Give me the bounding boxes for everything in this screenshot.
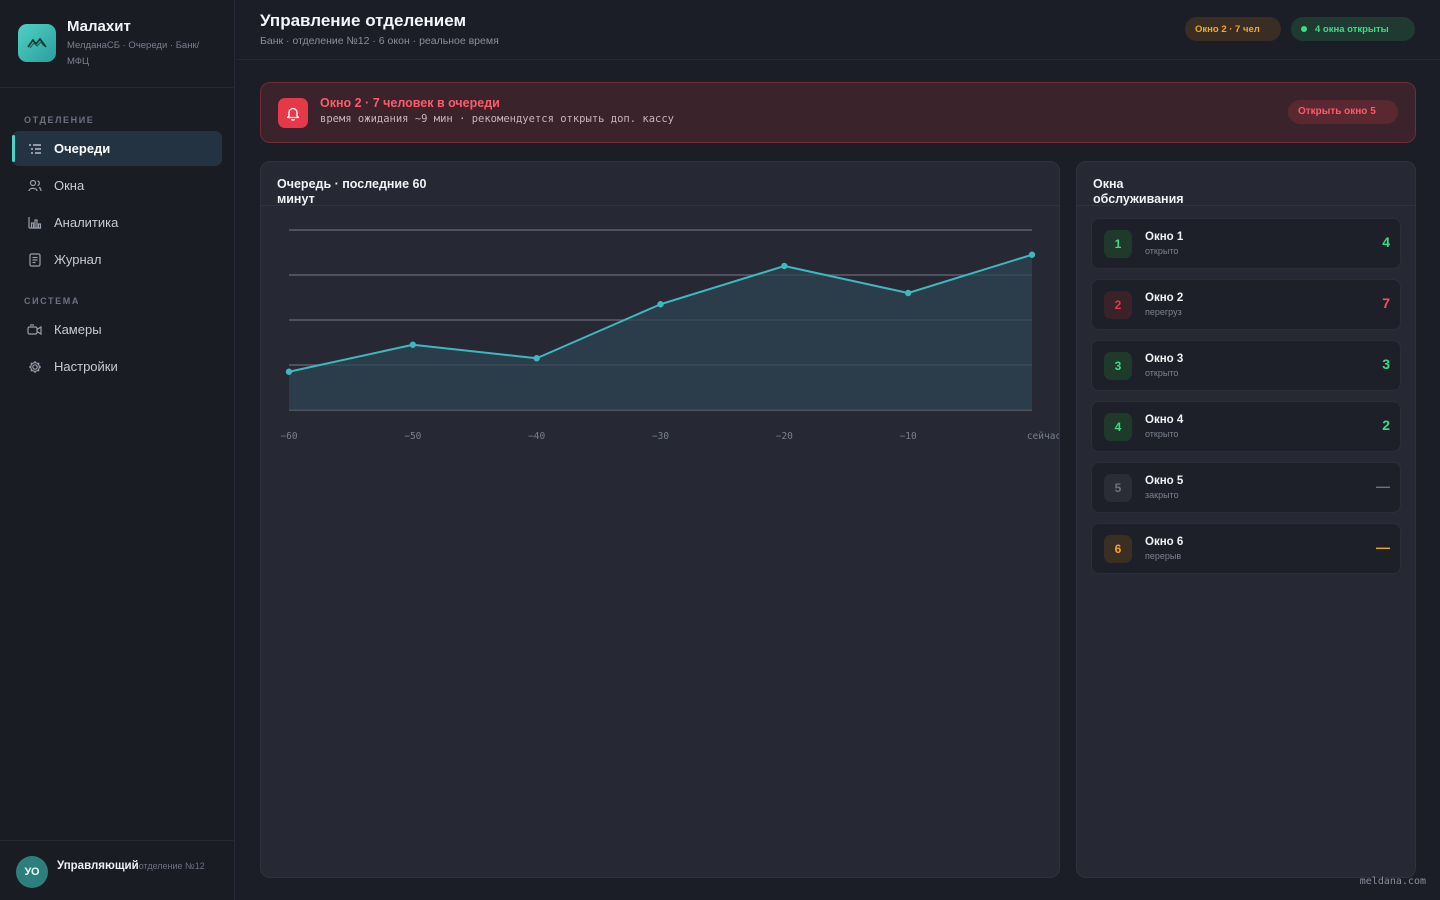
open-windows-badge: 4 окна открыты (1291, 17, 1415, 41)
open-windows-text: 4 окна открыты (1315, 23, 1389, 35)
x-tick-label: −20 (776, 431, 793, 442)
window-name: Окно 2 (1145, 292, 1184, 304)
window-queue-count: 2 (1382, 417, 1390, 433)
window-number: 1 (1104, 230, 1132, 258)
window-name: Окно 1 (1145, 231, 1184, 243)
data-point (409, 341, 417, 348)
windows-panel-title: Окна обслуживания (1093, 177, 1184, 206)
page-header: Управление отделением Банк · отделение №… (236, 0, 1440, 60)
bell-icon (278, 98, 308, 128)
user-role: отделение №12 (138, 861, 205, 871)
bar-chart-icon (27, 215, 42, 230)
window-status: закрыто (1145, 490, 1179, 500)
sidebar-item-label: Журнал (54, 252, 102, 267)
sidebar: Малахит МелданаСБ · Очереди · Банк/МФЦ О… (0, 0, 235, 900)
page-title: Управление отделением (260, 11, 467, 30)
gear-icon (27, 359, 42, 374)
window-name: Окно 5 (1145, 475, 1184, 487)
window-status: перегруз (1145, 307, 1182, 317)
nav-section-system: СИСТЕМА (24, 296, 80, 306)
window-row-4[interactable]: 4 Окно 4 открыто 2 (1091, 401, 1401, 452)
window-queue-count: 7 (1382, 295, 1390, 311)
sidebar-item-settings[interactable]: Настройки (12, 349, 222, 384)
data-point (1028, 251, 1036, 258)
chart-panel-header: Очередь · последние 60 минут (261, 162, 1059, 206)
x-tick-label: −40 (528, 431, 545, 442)
queue-chart: −60 −50 −40 −30 −20 −10 сейчас (280, 229, 1060, 442)
x-tick-label: −60 (280, 431, 297, 442)
window-status: перерыв (1145, 551, 1182, 561)
window-status: открыто (1145, 429, 1179, 439)
camera-icon (27, 322, 42, 337)
sidebar-item-label: Камеры (54, 322, 102, 337)
data-point (781, 262, 788, 270)
document-icon (27, 252, 42, 267)
windows-list: 1 Окно 1 открыто 4 2 Окно 2 перегруз 7 3… (1077, 206, 1415, 574)
chart-title: Очередь · последние 60 минут (277, 177, 427, 206)
status-dot-icon (1301, 26, 1307, 32)
users-icon (27, 178, 42, 193)
windows-panel: Окна обслуживания 1 Окно 1 открыто 4 2 О… (1076, 161, 1416, 878)
user-profile[interactable]: УО Управляющийотделение №12 (0, 840, 235, 900)
window-queue-count: — (1376, 478, 1390, 494)
window-name: Окно 4 (1145, 414, 1184, 426)
sidebar-item-analytics[interactable]: Аналитика (12, 205, 222, 240)
window-row-2[interactable]: 2 Окно 2 перегруз 7 (1091, 279, 1401, 330)
window-number: 4 (1104, 413, 1132, 441)
page-subtitle: Банк · отделение №12 · 6 окон · реальное… (260, 35, 499, 47)
window-name: Окно 3 (1145, 353, 1184, 365)
alert-description: время ожидания ~9 мин · рекомендуется от… (320, 113, 675, 125)
data-point (657, 301, 664, 308)
window-queue-count: 3 (1382, 356, 1390, 372)
window-row-5[interactable]: 5 Окно 5 закрыто — (1091, 462, 1401, 513)
x-tick-label: −10 (900, 431, 917, 442)
x-tick-label: −50 (404, 431, 421, 442)
sidebar-item-queues[interactable]: Очереди (12, 131, 222, 166)
queue-chart-panel: Очередь · последние 60 минут −60 −50 −40 −3… (260, 161, 1060, 878)
window-queue-count: 4 (1382, 234, 1390, 250)
window-number: 6 (1104, 535, 1132, 563)
windows-panel-header: Окна обслуживания (1077, 162, 1415, 206)
sidebar-item-label: Очереди (54, 141, 111, 156)
sidebar-item-journal[interactable]: Журнал (12, 242, 222, 277)
x-tick-label: −30 (652, 431, 669, 442)
x-tick-label: сейчас (1027, 431, 1060, 442)
data-point (904, 289, 912, 297)
sidebar-item-label: Настройки (54, 359, 118, 374)
user-name: Управляющий (57, 860, 139, 872)
window-row-6[interactable]: 6 Окно 6 перерыв — (1091, 523, 1401, 574)
list-icon (27, 141, 42, 156)
window-queue-count: — (1376, 539, 1390, 555)
window-row-1[interactable]: 1 Окно 1 открыто 4 (1091, 218, 1401, 269)
sidebar-item-label: Окна (54, 178, 85, 193)
series-area (289, 254, 1032, 410)
data-point (285, 368, 293, 375)
watermark: meldana.com (1359, 876, 1426, 887)
alert-title: Окно 2 · 7 человек в очереди (320, 96, 500, 110)
avatar: УО (16, 856, 48, 888)
mountains-icon (18, 24, 56, 62)
window-status: открыто (1145, 368, 1179, 378)
window-status: открыто (1145, 246, 1179, 256)
window-name: Окно 6 (1145, 536, 1184, 548)
data-point (533, 355, 540, 362)
window-row-3[interactable]: 3 Окно 3 открыто 3 (1091, 340, 1401, 391)
window-number: 3 (1104, 352, 1132, 380)
brand: Малахит МелданаСБ · Очереди · Банк/МФЦ (0, 0, 234, 88)
sidebar-item-cameras[interactable]: Камеры (12, 312, 222, 347)
sidebar-item-label: Аналитика (54, 215, 119, 230)
window-number: 2 (1104, 291, 1132, 319)
brand-subtitle: МелданаСБ · Очереди · Банк/МФЦ (67, 40, 200, 67)
window-number: 5 (1104, 474, 1132, 502)
queue-alert: Окно 2 · 7 человек в очереди время ожида… (260, 82, 1416, 143)
sidebar-item-windows[interactable]: Окна (12, 168, 222, 203)
nav-section-branch: ОТДЕЛЕНИЕ (24, 115, 95, 125)
queue-warning-badge: Окно 2 · 7 чел (1185, 17, 1281, 41)
open-window-button[interactable]: Открыть окно 5 (1288, 100, 1398, 124)
brand-title: Малахит (67, 18, 131, 35)
